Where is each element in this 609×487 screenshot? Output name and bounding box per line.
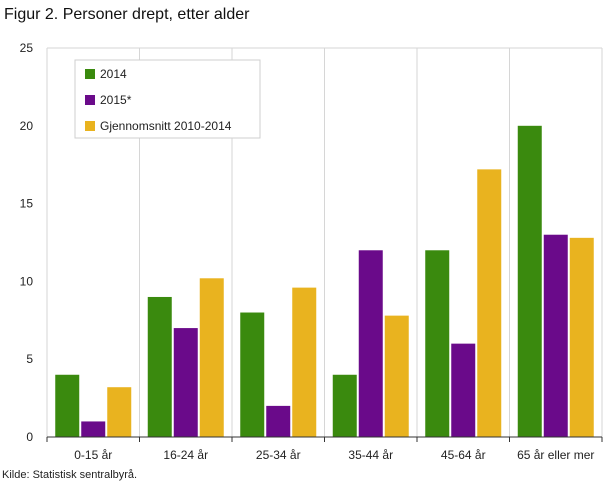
bar-gjennomsnitt-2010-2014-4	[477, 169, 502, 438]
legend-label: Gjennomsnitt 2010-2014	[100, 119, 232, 133]
x-tick-label: 35-44 år	[348, 448, 393, 462]
x-tick-label: 0-15 år	[74, 448, 112, 462]
y-tick-label: 15	[20, 197, 34, 211]
x-tick-label: 45-64 år	[441, 448, 486, 462]
bar-gjennomsnitt-2010-2014-0	[107, 387, 132, 437]
y-tick-label: 10	[20, 274, 34, 288]
y-tick-label: 25	[20, 41, 34, 55]
bar-2014-3	[332, 374, 357, 437]
x-tick-label: 65 år eller mer	[517, 448, 594, 462]
x-tick-label: 25-34 år	[256, 448, 301, 462]
legend-swatch	[85, 121, 95, 131]
bar-2015--4	[451, 343, 476, 437]
y-tick-label: 5	[26, 352, 33, 366]
bars	[55, 125, 594, 438]
legend-label: 2014	[100, 67, 127, 81]
bar-2015--0	[81, 421, 106, 437]
bar-gjennomsnitt-2010-2014-5	[569, 237, 594, 437]
y-tick-label: 20	[20, 119, 34, 133]
bar-2015--3	[358, 250, 383, 437]
bar-2015--1	[173, 328, 198, 437]
bar-2014-1	[147, 296, 172, 437]
bar-2015--2	[266, 405, 291, 437]
bar-2014-0	[55, 374, 80, 437]
bar-2014-4	[425, 250, 450, 437]
legend: 2014 2015* Gjennomsnitt 2010-2014	[74, 59, 261, 139]
bar-2015--5	[543, 234, 568, 437]
bar-gjennomsnitt-2010-2014-2	[292, 287, 317, 437]
y-tick-label: 0	[26, 430, 33, 444]
bar-2014-5	[517, 125, 542, 438]
legend-swatch	[85, 95, 95, 105]
source-note: Kilde: Statistisk sentralbyrå.	[2, 469, 138, 481]
legend-label: 2015*	[100, 93, 132, 107]
y-axis-ticks: 0 5 10 15 20 25	[20, 41, 34, 444]
x-axis-ticks: 0-15 år 16-24 år 25-34 år 35-44 år 45-64 år 6…	[46, 436, 603, 462]
legend-swatch	[85, 69, 95, 79]
bar-gjennomsnitt-2010-2014-1	[199, 278, 224, 437]
bar-gjennomsnitt-2010-2014-3	[384, 315, 409, 437]
legend-box	[74, 59, 261, 139]
bar-2014-2	[240, 312, 265, 437]
x-tick-label: 16-24 år	[163, 448, 208, 462]
gridlines	[46, 47, 603, 437]
chart-title: Figur 2. Personer drept, etter alder	[4, 6, 250, 23]
